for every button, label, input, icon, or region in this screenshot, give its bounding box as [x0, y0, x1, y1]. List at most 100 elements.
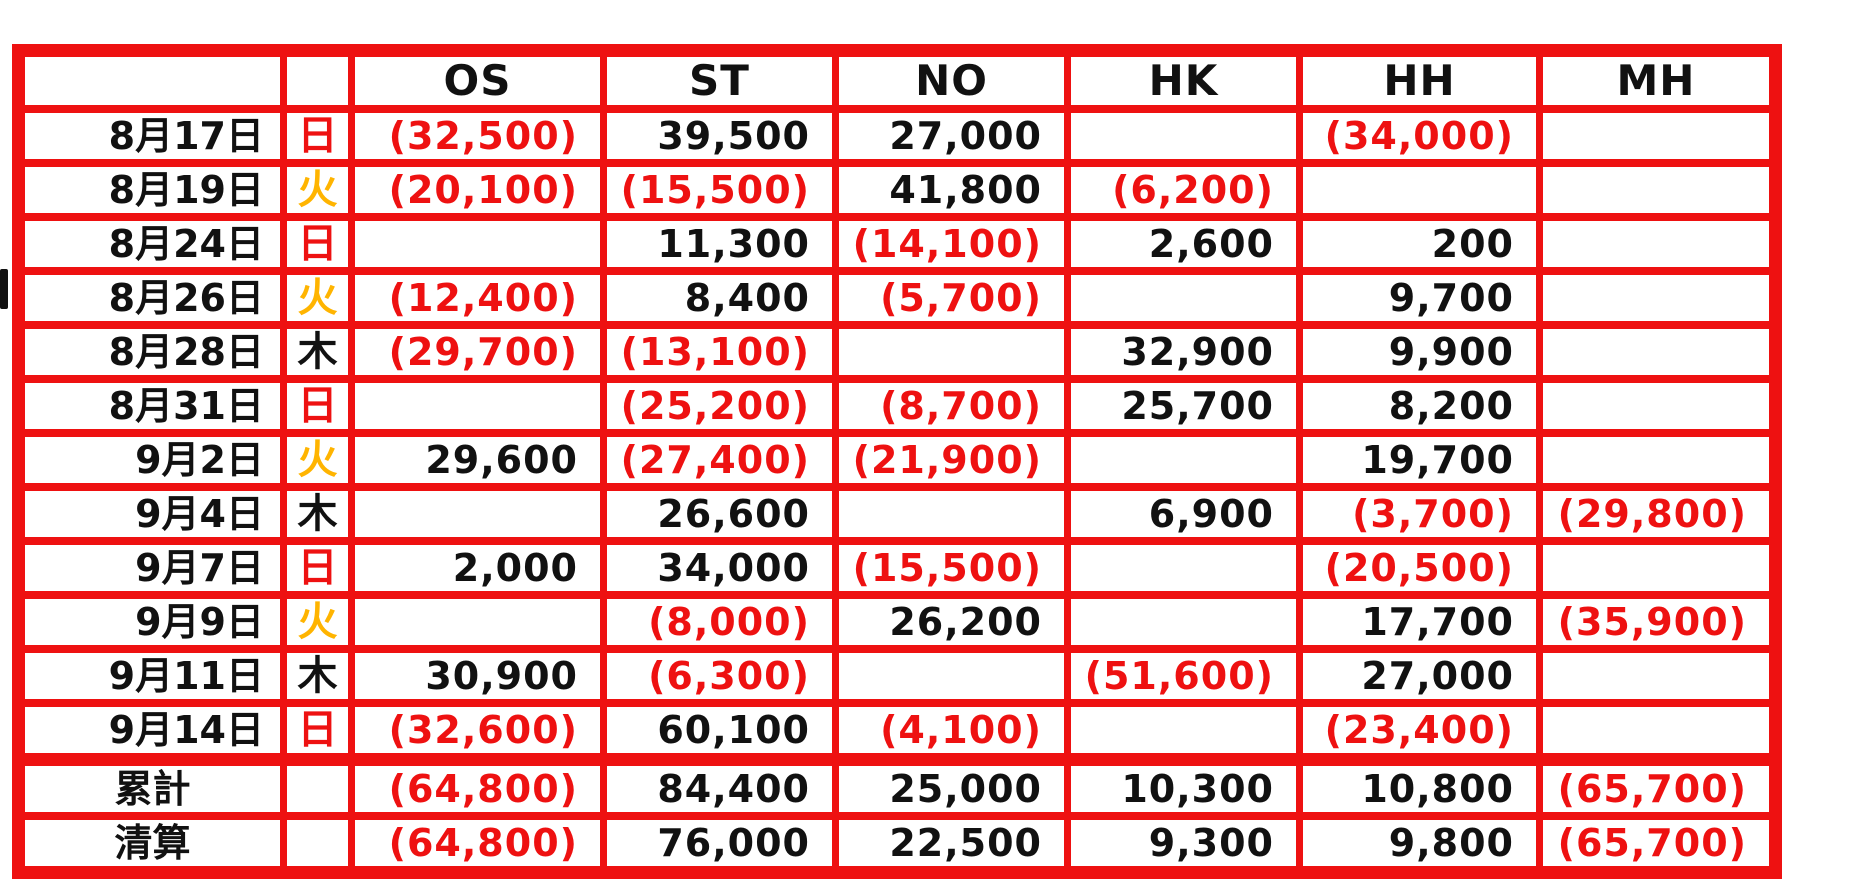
weekday-cell — [280, 812, 355, 877]
value-cell: (15,500) — [600, 159, 839, 221]
column-header-st: ST — [600, 46, 839, 113]
value-cell — [1536, 321, 1779, 383]
column-header-hk: HK — [1064, 46, 1303, 113]
table-row: 8月19日火 (20,100) (15,500) 41,800 (6,200) — [15, 159, 1779, 221]
value-cell: (64,800) — [348, 753, 607, 820]
value-cell: 2,600 — [1064, 213, 1303, 275]
value-cell: (34,000) — [1296, 105, 1543, 167]
value-cell — [832, 321, 1071, 383]
value-cell: (65,700) — [1536, 753, 1779, 820]
value-cell: (3,700) — [1296, 483, 1543, 545]
value-cell — [832, 483, 1071, 545]
value-cell: 26,200 — [832, 591, 1071, 653]
weekday-cell: 木 — [280, 645, 355, 707]
value-cell — [1536, 213, 1779, 275]
value-cell: 9,300 — [1064, 812, 1303, 877]
value-cell: (32,500) — [348, 105, 607, 167]
date-cell: 8月17日 — [15, 105, 287, 167]
value-cell: 25,000 — [832, 753, 1071, 820]
value-cell: 26,600 — [600, 483, 839, 545]
value-cell: (8,000) — [600, 591, 839, 653]
value-cell — [1064, 105, 1303, 167]
value-cell: (65,700) — [1536, 812, 1779, 877]
value-cell: 60,100 — [600, 699, 839, 764]
value-cell: (21,900) — [832, 429, 1071, 491]
summary-label-cell: 累計 — [15, 753, 287, 820]
value-cell: 25,700 — [1064, 375, 1303, 437]
column-header-os: OS — [348, 46, 607, 113]
value-cell: 8,200 — [1296, 375, 1543, 437]
value-cell — [348, 213, 607, 275]
table-row: 9月4日木 26,600 6,900 (3,700) (29,800) — [15, 483, 1779, 545]
value-cell: 39,500 — [600, 105, 839, 167]
weekday-cell: 火 — [280, 429, 355, 491]
value-cell: (20,100) — [348, 159, 607, 221]
value-cell — [1064, 537, 1303, 599]
table-row: 8月26日火 (12,400) 8,400 (5,700) 9,700 — [15, 267, 1779, 329]
value-cell: (32,600) — [348, 699, 607, 764]
table-row: 8月24日日 11,300 (14,100) 2,600 200 — [15, 213, 1779, 275]
value-cell — [1064, 429, 1303, 491]
table-row: 9月11日木 30,900 (6,300) (51,600) 27,000 — [15, 645, 1779, 707]
value-cell: 84,400 — [600, 753, 839, 820]
value-cell: (14,100) — [832, 213, 1071, 275]
value-cell — [348, 483, 607, 545]
value-cell — [1536, 429, 1779, 491]
value-cell: (6,200) — [1064, 159, 1303, 221]
value-cell: 27,000 — [832, 105, 1071, 167]
header-row: OS ST NO HK HH MH — [15, 46, 1779, 113]
value-cell: (5,700) — [832, 267, 1071, 329]
value-cell — [1296, 159, 1543, 221]
date-cell: 8月26日 — [15, 267, 287, 329]
value-cell: 32,900 — [1064, 321, 1303, 383]
value-cell — [1064, 591, 1303, 653]
table-row: 8月17日日 (32,500) 39,500 27,000 (34,000) — [15, 105, 1779, 167]
summary-label-cell: 清算 — [15, 812, 287, 877]
date-cell: 8月31日 — [15, 375, 287, 437]
weekday-cell: 日 — [280, 375, 355, 437]
value-cell — [1536, 699, 1779, 764]
value-cell: (35,900) — [1536, 591, 1779, 653]
date-cell: 8月28日 — [15, 321, 287, 383]
value-cell — [1536, 159, 1779, 221]
value-cell: 27,000 — [1296, 645, 1543, 707]
weekday-cell: 火 — [280, 591, 355, 653]
value-cell — [1064, 699, 1303, 764]
value-cell: (51,600) — [1064, 645, 1303, 707]
weekday-cell — [280, 753, 355, 820]
value-cell: 200 — [1296, 213, 1543, 275]
table-row: 8月28日木 (29,700) (13,100) 32,900 9,900 — [15, 321, 1779, 383]
value-cell: (64,800) — [348, 812, 607, 877]
left-edge-artifact — [0, 269, 8, 309]
date-cell: 9月14日 — [15, 699, 287, 764]
value-cell: 17,700 — [1296, 591, 1543, 653]
date-cell: 9月4日 — [15, 483, 287, 545]
table-row: 9月7日日 2,000 34,000 (15,500) (20,500) — [15, 537, 1779, 599]
value-cell — [1064, 267, 1303, 329]
value-cell: (20,500) — [1296, 537, 1543, 599]
value-cell: (13,100) — [600, 321, 839, 383]
weekday-cell: 火 — [280, 267, 355, 329]
value-cell: (25,200) — [600, 375, 839, 437]
summary-row: 清算 (64,800) 76,000 22,500 9,300 9,800 (65,700) — [15, 812, 1779, 877]
value-cell: (29,700) — [348, 321, 607, 383]
column-header-mh: MH — [1536, 46, 1779, 113]
pnl-table: OS ST NO HK HH MH 8月17日日 (32,500) 39,500 27,000(… — [12, 44, 1782, 879]
value-cell — [348, 591, 607, 653]
value-cell: 2,000 — [348, 537, 607, 599]
value-cell: (12,400) — [348, 267, 607, 329]
value-cell: 8,400 — [600, 267, 839, 329]
date-cell: 9月7日 — [15, 537, 287, 599]
date-cell: 8月19日 — [15, 159, 287, 221]
value-cell: 9,800 — [1296, 812, 1543, 877]
date-cell: 9月9日 — [15, 591, 287, 653]
value-cell — [348, 375, 607, 437]
weekday-cell: 日 — [280, 213, 355, 275]
column-header-blank — [15, 46, 287, 113]
value-cell: 30,900 — [348, 645, 607, 707]
date-cell: 9月2日 — [15, 429, 287, 491]
table-row: 9月14日日 (32,600) 60,100 (4,100) (23,400) — [15, 699, 1779, 764]
value-cell: 34,000 — [600, 537, 839, 599]
value-cell: (8,700) — [832, 375, 1071, 437]
